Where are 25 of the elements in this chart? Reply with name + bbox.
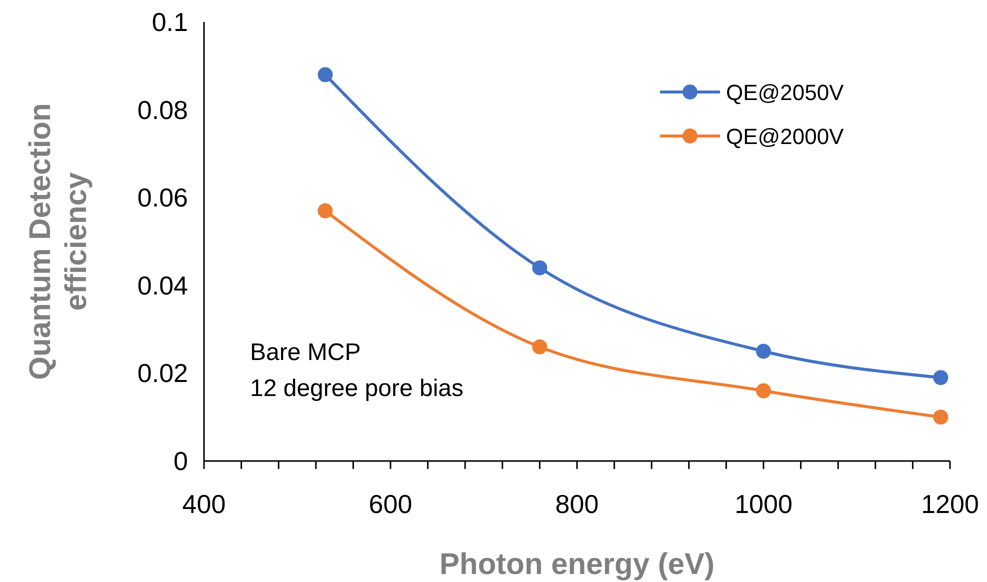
x-tick-label: 600 — [368, 489, 412, 519]
x-tick-label: 1000 — [734, 489, 792, 519]
point — [933, 370, 948, 386]
legend-label: QE@2000V — [726, 124, 844, 149]
point — [318, 67, 333, 82]
point — [532, 260, 548, 276]
legend-label: QE@2050V — [726, 80, 844, 105]
point — [532, 339, 548, 354]
y-tick-label: 0 — [174, 446, 188, 476]
y-tick-label: 0.06 — [137, 182, 188, 213]
y-tick-label: 0.04 — [137, 270, 188, 300]
x-tick-label: 800 — [555, 489, 599, 519]
annotation: Bare MCP — [250, 339, 361, 366]
point — [318, 203, 333, 218]
x-tick-label: 400 — [182, 489, 226, 519]
y-tick-label: 0.08 — [137, 94, 188, 125]
point — [756, 383, 771, 398]
annotation: 12 degree pore bias — [250, 375, 464, 402]
y-tick-label: 0.02 — [137, 358, 188, 388]
y-axis-title: Quantum Detection efficiency — [24, 103, 93, 380]
x-tick-label: 1200 — [921, 489, 979, 519]
point — [756, 344, 771, 359]
point — [933, 410, 948, 425]
y-tick-label: 0.1 — [152, 7, 188, 37]
x-axis-title: Photon energy (eV) — [439, 548, 715, 581]
